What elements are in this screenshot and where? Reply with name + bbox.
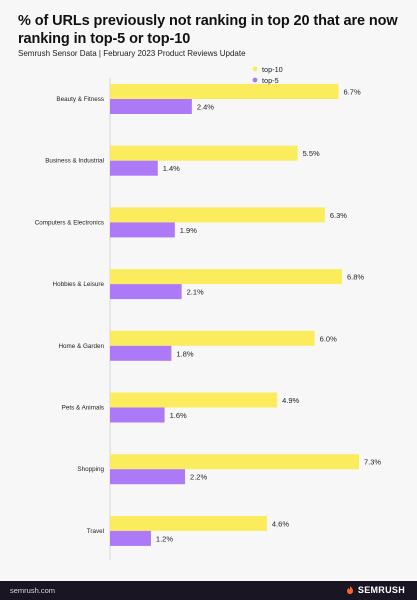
data-label: 1.9%	[180, 226, 197, 235]
category-label: Hobbies & Leisure	[53, 281, 105, 288]
data-label: 2.1%	[187, 288, 204, 297]
legend-swatch	[252, 77, 258, 83]
page-title: % of URLs previously not ranking in top …	[18, 13, 398, 47]
bar-top-5	[110, 407, 165, 423]
data-label: 6.0%	[320, 334, 337, 343]
data-label: 6.7%	[344, 88, 361, 97]
bar-top-5	[110, 469, 186, 485]
bar-top-5	[110, 530, 151, 546]
data-label: 2.2%	[190, 473, 207, 482]
bar-top-5	[110, 160, 158, 176]
bar-top-5	[110, 99, 192, 114]
footer-url[interactable]: semrush.com	[10, 586, 56, 595]
bar-top-5	[110, 345, 172, 361]
bar-top-10	[110, 454, 359, 470]
bar-top-10	[110, 207, 325, 223]
bar-top-10	[110, 269, 342, 285]
legend-label: top-10	[262, 65, 283, 74]
bar-top-10	[110, 392, 278, 408]
bar-top-10	[110, 330, 315, 346]
data-label: 1.2%	[156, 534, 173, 543]
legend-swatch	[252, 66, 258, 72]
category-label: Business & Industrial	[45, 158, 104, 165]
category-label: Computers & Electronics	[35, 219, 104, 226]
data-label: 1.6%	[170, 411, 187, 420]
category-label: Travel	[87, 528, 104, 535]
brand-name: SEMRUSH	[357, 585, 405, 595]
chart-subtitle: Semrush Sensor Data | February 2023 Prod…	[18, 49, 246, 58]
bar-top-5	[110, 284, 182, 300]
data-label: 1.8%	[176, 349, 193, 358]
bar-top-5	[110, 222, 175, 238]
data-label: 7.3%	[364, 458, 381, 467]
category-label: Beauty & Fitness	[56, 96, 104, 103]
legend-label: top-5	[262, 76, 279, 85]
data-label: 1.4%	[163, 164, 180, 173]
data-label: 2.4%	[197, 103, 214, 112]
semrush-logo: SEMRUSH	[345, 585, 405, 595]
bar-top-10	[110, 84, 339, 99]
data-label: 6.3%	[330, 211, 347, 220]
bar-top-10	[110, 515, 267, 531]
bar-chart: Beauty & Fitness 6.7% 2.4% Business & Indus…	[35, 65, 381, 560]
category-label: Pets & Animals	[62, 405, 104, 412]
data-label: 4.6%	[272, 519, 289, 528]
data-label: 5.5%	[303, 149, 320, 158]
data-label: 4.9%	[282, 396, 299, 405]
data-label: 6.8%	[347, 273, 364, 282]
fire-icon	[346, 586, 353, 594]
category-label: Shopping	[77, 466, 104, 473]
footer-bar: semrush.com SEMRUSH	[0, 581, 417, 600]
category-label: Home & Garden	[59, 343, 105, 350]
bar-top-10	[110, 145, 298, 161]
